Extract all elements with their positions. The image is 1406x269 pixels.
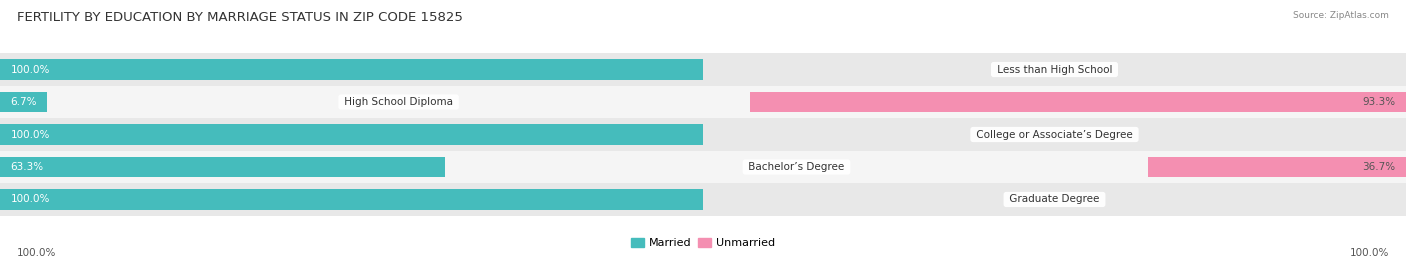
Bar bbox=[751, 92, 1406, 112]
Text: Bachelor’s Degree: Bachelor’s Degree bbox=[745, 162, 848, 172]
Bar bbox=[1147, 157, 1406, 177]
Text: 6.7%: 6.7% bbox=[10, 97, 37, 107]
Text: 100.0%: 100.0% bbox=[10, 129, 51, 140]
Text: 36.7%: 36.7% bbox=[1362, 162, 1395, 172]
Bar bbox=[0, 53, 1406, 86]
Text: Source: ZipAtlas.com: Source: ZipAtlas.com bbox=[1294, 11, 1389, 20]
Text: 100.0%: 100.0% bbox=[17, 248, 56, 258]
Bar bbox=[0, 118, 1406, 151]
Text: FERTILITY BY EDUCATION BY MARRIAGE STATUS IN ZIP CODE 15825: FERTILITY BY EDUCATION BY MARRIAGE STATU… bbox=[17, 11, 463, 24]
Legend: Married, Unmarried: Married, Unmarried bbox=[627, 233, 779, 253]
Text: 100.0%: 100.0% bbox=[10, 65, 51, 75]
Bar bbox=[0, 183, 1406, 216]
Bar bbox=[0, 189, 703, 210]
Bar bbox=[0, 125, 703, 144]
Text: High School Diploma: High School Diploma bbox=[342, 97, 456, 107]
Bar bbox=[0, 86, 1406, 118]
Bar bbox=[0, 92, 48, 112]
Text: Less than High School: Less than High School bbox=[994, 65, 1115, 75]
Text: 100.0%: 100.0% bbox=[10, 194, 51, 204]
Bar bbox=[0, 157, 446, 177]
Text: Graduate Degree: Graduate Degree bbox=[1007, 194, 1102, 204]
Bar bbox=[0, 59, 703, 80]
Bar bbox=[0, 151, 1406, 183]
Text: 100.0%: 100.0% bbox=[1350, 248, 1389, 258]
Text: 93.3%: 93.3% bbox=[1362, 97, 1395, 107]
Text: College or Associate’s Degree: College or Associate’s Degree bbox=[973, 129, 1136, 140]
Text: 63.3%: 63.3% bbox=[10, 162, 44, 172]
